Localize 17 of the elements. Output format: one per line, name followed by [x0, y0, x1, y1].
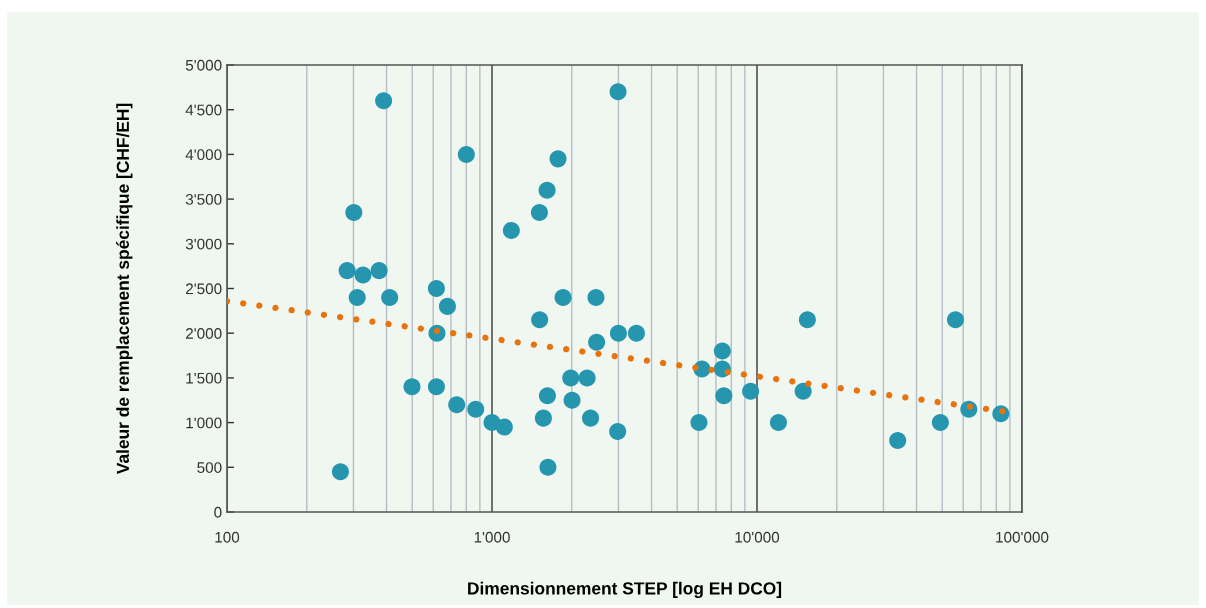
x-tick-label: 100 [215, 531, 240, 543]
x-tick-label: 100'000 [996, 531, 1049, 543]
x-tick-label: 1'000 [474, 531, 510, 543]
y-tick-label: 500 [197, 462, 222, 473]
x-axis-title: Dimensionnement STEP [log EH DCO] [468, 581, 782, 599]
y-tick-label: 4'500 [185, 104, 222, 116]
y-tick-label: 2'500 [186, 283, 222, 295]
y-tick-label: 1'000 [186, 417, 222, 429]
y-tick-label: 5'000 [185, 59, 222, 71]
y-tick-label: 3'000 [185, 238, 222, 250]
y-tick-label: 0 [214, 506, 222, 518]
y-tick-label: 4'000 [185, 149, 222, 161]
y-axis-title: Valeur de remplacement spécifique [CHF/EH] [116, 103, 133, 475]
y-tick-label: 1'500 [186, 372, 222, 384]
y-tick-label: 2'000 [186, 328, 222, 339]
y-tick-label: 3'500 [185, 193, 222, 205]
x-tick-label: 10'000 [735, 531, 780, 543]
